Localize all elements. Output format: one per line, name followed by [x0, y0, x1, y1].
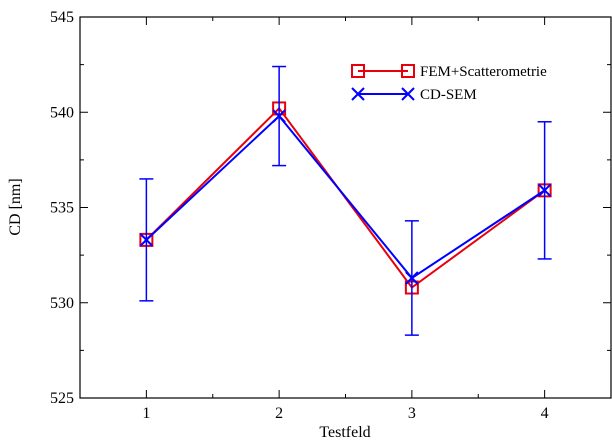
x-marker-stroke	[401, 87, 415, 101]
y-tick-label: 540	[50, 104, 74, 121]
x-marker	[401, 87, 415, 101]
x-marker	[537, 183, 552, 198]
x-marker	[351, 87, 365, 101]
series-line	[145, 114, 546, 280]
y-tick-label: 535	[50, 200, 74, 217]
x-tick-label: 3	[408, 405, 416, 422]
x-tick-label: 1	[142, 405, 150, 422]
x-marker	[139, 233, 154, 247]
legend-entry: CD-SEM	[351, 87, 477, 103]
x-marker-stroke	[405, 271, 419, 285]
square-marker	[401, 64, 415, 78]
x-axis-title: Testfeld	[319, 424, 370, 441]
y-tick-label: 525	[50, 390, 74, 407]
square-marker	[351, 64, 365, 78]
x-tick-label: 2	[275, 405, 283, 422]
legend-label: FEM+Scatterometrie	[420, 64, 547, 80]
x-tick-label: 4	[541, 405, 549, 422]
x-marker-stroke	[351, 87, 365, 101]
series-layer	[139, 65, 552, 336]
y-axis-title: CD [nm]	[7, 178, 24, 235]
x-marker-stroke	[537, 183, 552, 198]
y-tick-label: 545	[50, 9, 74, 26]
y-tick-label: 530	[50, 295, 74, 312]
legend-label: CD-SEM	[420, 87, 477, 103]
x-marker-stroke	[139, 233, 154, 247]
x-marker	[272, 109, 286, 123]
series-cd-sem	[139, 65, 552, 336]
x-marker-stroke	[272, 109, 286, 123]
axis-ticks: 525 530 535 540 545 1 2 3 4	[50, 9, 611, 422]
x-marker	[405, 271, 419, 285]
legend: FEM+Scatterometrie CD-SEM	[351, 64, 547, 103]
legend-entry: FEM+Scatterometrie	[351, 64, 547, 80]
